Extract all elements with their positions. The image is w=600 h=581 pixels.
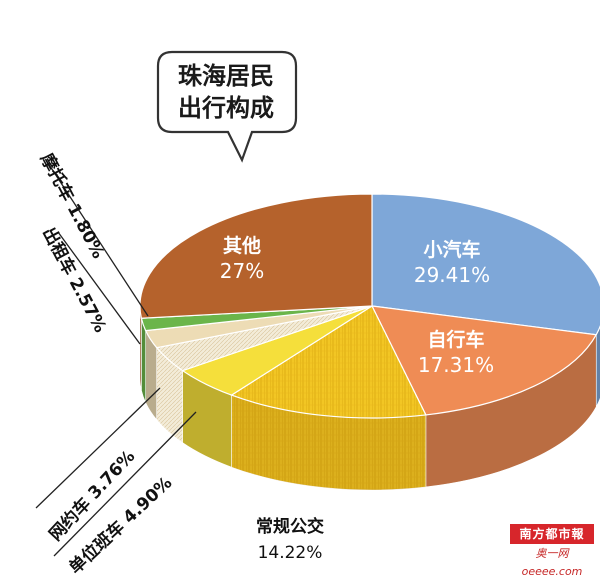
pointer-line-shuttle: [53, 411, 197, 557]
pie-side-6: [141, 318, 146, 403]
slice-value-0: 29.41%: [414, 263, 490, 287]
slice-label-2: 常规公交: [256, 516, 324, 537]
pie-tops: [139, 193, 600, 419]
pie-slice-1: [370, 305, 598, 416]
title-bubble: [156, 50, 298, 163]
pie-slice-0: [371, 193, 600, 336]
chart-title-line-1: 珠海居民: [178, 62, 274, 90]
logo-bottom-text: 奥一网 oeeee.com: [521, 547, 583, 578]
slice-value-1: 17.31%: [418, 353, 494, 377]
slice-label-7: 其他: [223, 234, 261, 257]
title-bubble-text: 珠海居民 出行构成: [160, 52, 292, 132]
pointer-line-ridehail: [35, 387, 161, 509]
slice-value-2: 14.22%: [258, 543, 323, 563]
pie-slice-7: [139, 193, 373, 319]
slice-label-0: 小汽车: [423, 238, 480, 261]
logo-top-text: 南方都市報: [510, 524, 594, 544]
newspaper-logo: 南方都市報 奥一网 oeeee.com: [510, 524, 594, 578]
pointer-line-moto: [45, 159, 149, 317]
chart-title-line-2: 出行构成: [178, 94, 274, 122]
pie-side-shade-2: [231, 395, 426, 491]
pointer-lines: [35, 159, 197, 557]
pie-sides: [139, 305, 600, 491]
slice-label-1: 自行车: [427, 328, 484, 351]
pie-slice-2: [230, 305, 427, 419]
slice-value-7: 27%: [220, 259, 264, 283]
pointer-line-taxi: [57, 231, 141, 345]
